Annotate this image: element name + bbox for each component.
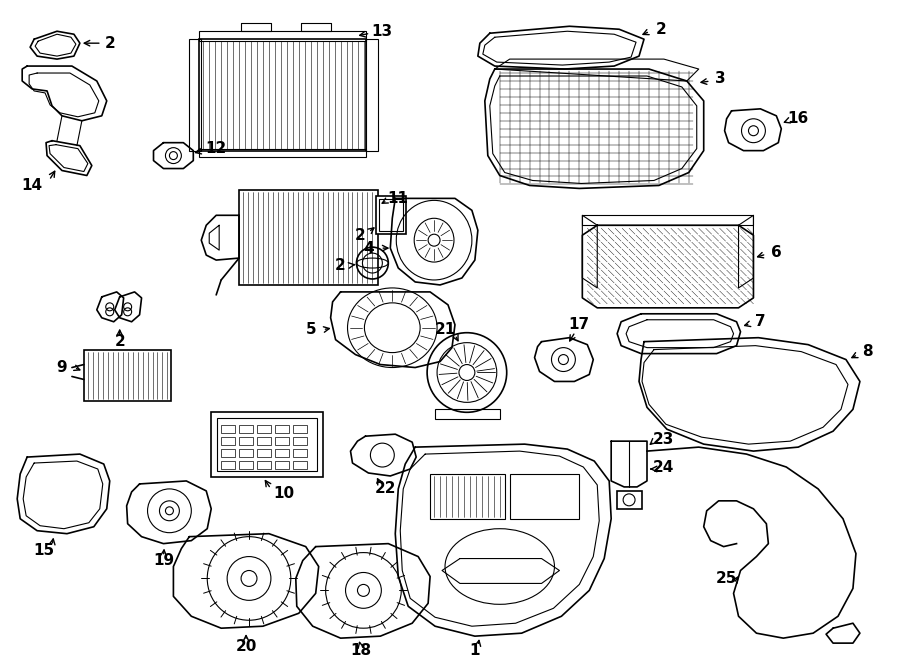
Text: 12: 12 bbox=[205, 141, 227, 156]
Text: 8: 8 bbox=[862, 344, 873, 359]
Bar bbox=[239, 437, 253, 445]
Text: 20: 20 bbox=[236, 639, 256, 654]
Bar bbox=[199, 149, 366, 157]
Text: 3: 3 bbox=[716, 71, 726, 87]
Text: 6: 6 bbox=[771, 245, 782, 260]
Bar bbox=[221, 425, 235, 433]
Bar bbox=[239, 461, 253, 469]
Bar bbox=[274, 437, 289, 445]
Text: 2: 2 bbox=[356, 227, 365, 243]
Bar bbox=[366, 39, 378, 151]
Text: 11: 11 bbox=[388, 191, 409, 206]
Bar bbox=[189, 39, 202, 151]
Bar bbox=[509, 474, 580, 519]
Text: 18: 18 bbox=[350, 642, 371, 658]
Text: 16: 16 bbox=[788, 111, 809, 126]
Bar bbox=[430, 474, 505, 519]
Polygon shape bbox=[582, 225, 753, 308]
Bar bbox=[435, 409, 500, 419]
Text: 7: 7 bbox=[755, 314, 766, 329]
Text: 23: 23 bbox=[653, 432, 675, 447]
Bar bbox=[617, 491, 642, 509]
Text: 2: 2 bbox=[655, 22, 666, 37]
Bar bbox=[582, 215, 753, 225]
Text: 24: 24 bbox=[653, 459, 675, 475]
Text: 15: 15 bbox=[33, 543, 55, 558]
Bar bbox=[292, 437, 307, 445]
Text: 9: 9 bbox=[57, 360, 68, 375]
Text: 21: 21 bbox=[435, 322, 455, 337]
Bar bbox=[84, 350, 171, 401]
Bar bbox=[274, 425, 289, 433]
Bar bbox=[221, 437, 235, 445]
Text: 2: 2 bbox=[114, 334, 125, 349]
Bar bbox=[199, 39, 366, 151]
Text: 1: 1 bbox=[470, 642, 480, 658]
Text: 19: 19 bbox=[153, 553, 174, 568]
Bar bbox=[239, 449, 253, 457]
Bar bbox=[376, 196, 406, 234]
Bar bbox=[199, 31, 366, 41]
Text: 14: 14 bbox=[22, 178, 42, 193]
Bar bbox=[239, 190, 378, 285]
Bar bbox=[292, 425, 307, 433]
Bar bbox=[274, 461, 289, 469]
Bar bbox=[257, 461, 271, 469]
Text: 25: 25 bbox=[716, 571, 737, 586]
Bar bbox=[274, 449, 289, 457]
Bar bbox=[292, 449, 307, 457]
Text: 5: 5 bbox=[305, 322, 316, 337]
Bar bbox=[257, 449, 271, 457]
Text: 17: 17 bbox=[569, 317, 590, 332]
Bar bbox=[217, 418, 317, 471]
Text: 13: 13 bbox=[372, 24, 393, 39]
Text: 10: 10 bbox=[274, 486, 294, 502]
Text: 2: 2 bbox=[104, 36, 115, 51]
Text: 4: 4 bbox=[363, 241, 374, 256]
Text: 2: 2 bbox=[335, 258, 346, 272]
Bar bbox=[212, 412, 322, 477]
Bar bbox=[221, 449, 235, 457]
Bar bbox=[257, 425, 271, 433]
Text: 22: 22 bbox=[374, 481, 396, 496]
Bar bbox=[380, 200, 403, 231]
Bar bbox=[292, 461, 307, 469]
Bar bbox=[239, 425, 253, 433]
Bar bbox=[221, 461, 235, 469]
Bar bbox=[257, 437, 271, 445]
